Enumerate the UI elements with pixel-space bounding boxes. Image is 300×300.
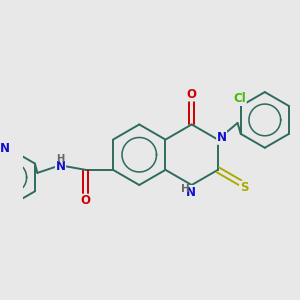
Text: Cl: Cl xyxy=(233,92,246,105)
Text: H: H xyxy=(56,154,65,164)
Text: O: O xyxy=(187,88,197,101)
Text: N: N xyxy=(217,131,227,144)
Text: O: O xyxy=(81,194,91,207)
Text: S: S xyxy=(240,182,248,194)
Text: N: N xyxy=(0,142,10,155)
Text: N: N xyxy=(186,186,196,199)
Text: H: H xyxy=(181,184,190,194)
Text: N: N xyxy=(56,160,65,173)
